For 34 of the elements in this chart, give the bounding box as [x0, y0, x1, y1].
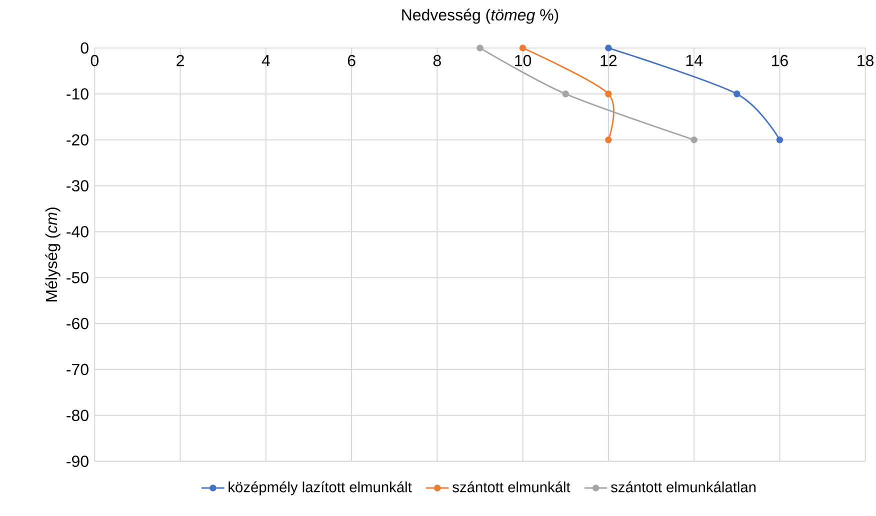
point [605, 136, 612, 144]
point [605, 90, 612, 98]
legend-label: szántott elmunkálatlan [611, 481, 756, 492]
legend-label: szántott elmunkált [452, 481, 570, 492]
y-tick-label: -80 [66, 410, 88, 422]
x-tick-label: 12 [600, 54, 617, 66]
point [519, 44, 526, 52]
point [562, 90, 570, 98]
x-tick-label: 16 [772, 54, 788, 66]
y-tick-label: -40 [66, 226, 88, 238]
y-tick-label: -20 [66, 134, 88, 146]
point [776, 136, 784, 144]
y-tick-label: -10 [66, 88, 88, 100]
point [690, 136, 698, 144]
x-tick-label: 2 [176, 54, 184, 66]
y-tick-label: -90 [66, 456, 88, 467]
y-tick-label: -50 [66, 272, 88, 284]
y-tick-label: -70 [66, 364, 88, 376]
x-tick-label: 4 [262, 54, 270, 66]
y-tick-label: -30 [66, 180, 88, 192]
y-tick-label: 0 [80, 42, 88, 54]
x-tick-label: 0 [90, 54, 99, 66]
x-axis-title: Nedvesség (tömeg %) [402, 8, 558, 24]
point [733, 90, 740, 98]
point [476, 44, 484, 52]
y-tick-label: -60 [66, 318, 88, 330]
legend-label: középmély lazított elmunkált [228, 481, 412, 496]
y-axis-title: Mélység (cm) [45, 208, 60, 302]
x-tick-label: 14 [686, 54, 702, 66]
x-tick-label: 6 [348, 54, 356, 66]
x-tick-label: 18 [858, 54, 874, 66]
point [605, 44, 612, 52]
x-tick-label: 10 [515, 54, 532, 66]
x-tick-label: 8 [433, 54, 441, 66]
